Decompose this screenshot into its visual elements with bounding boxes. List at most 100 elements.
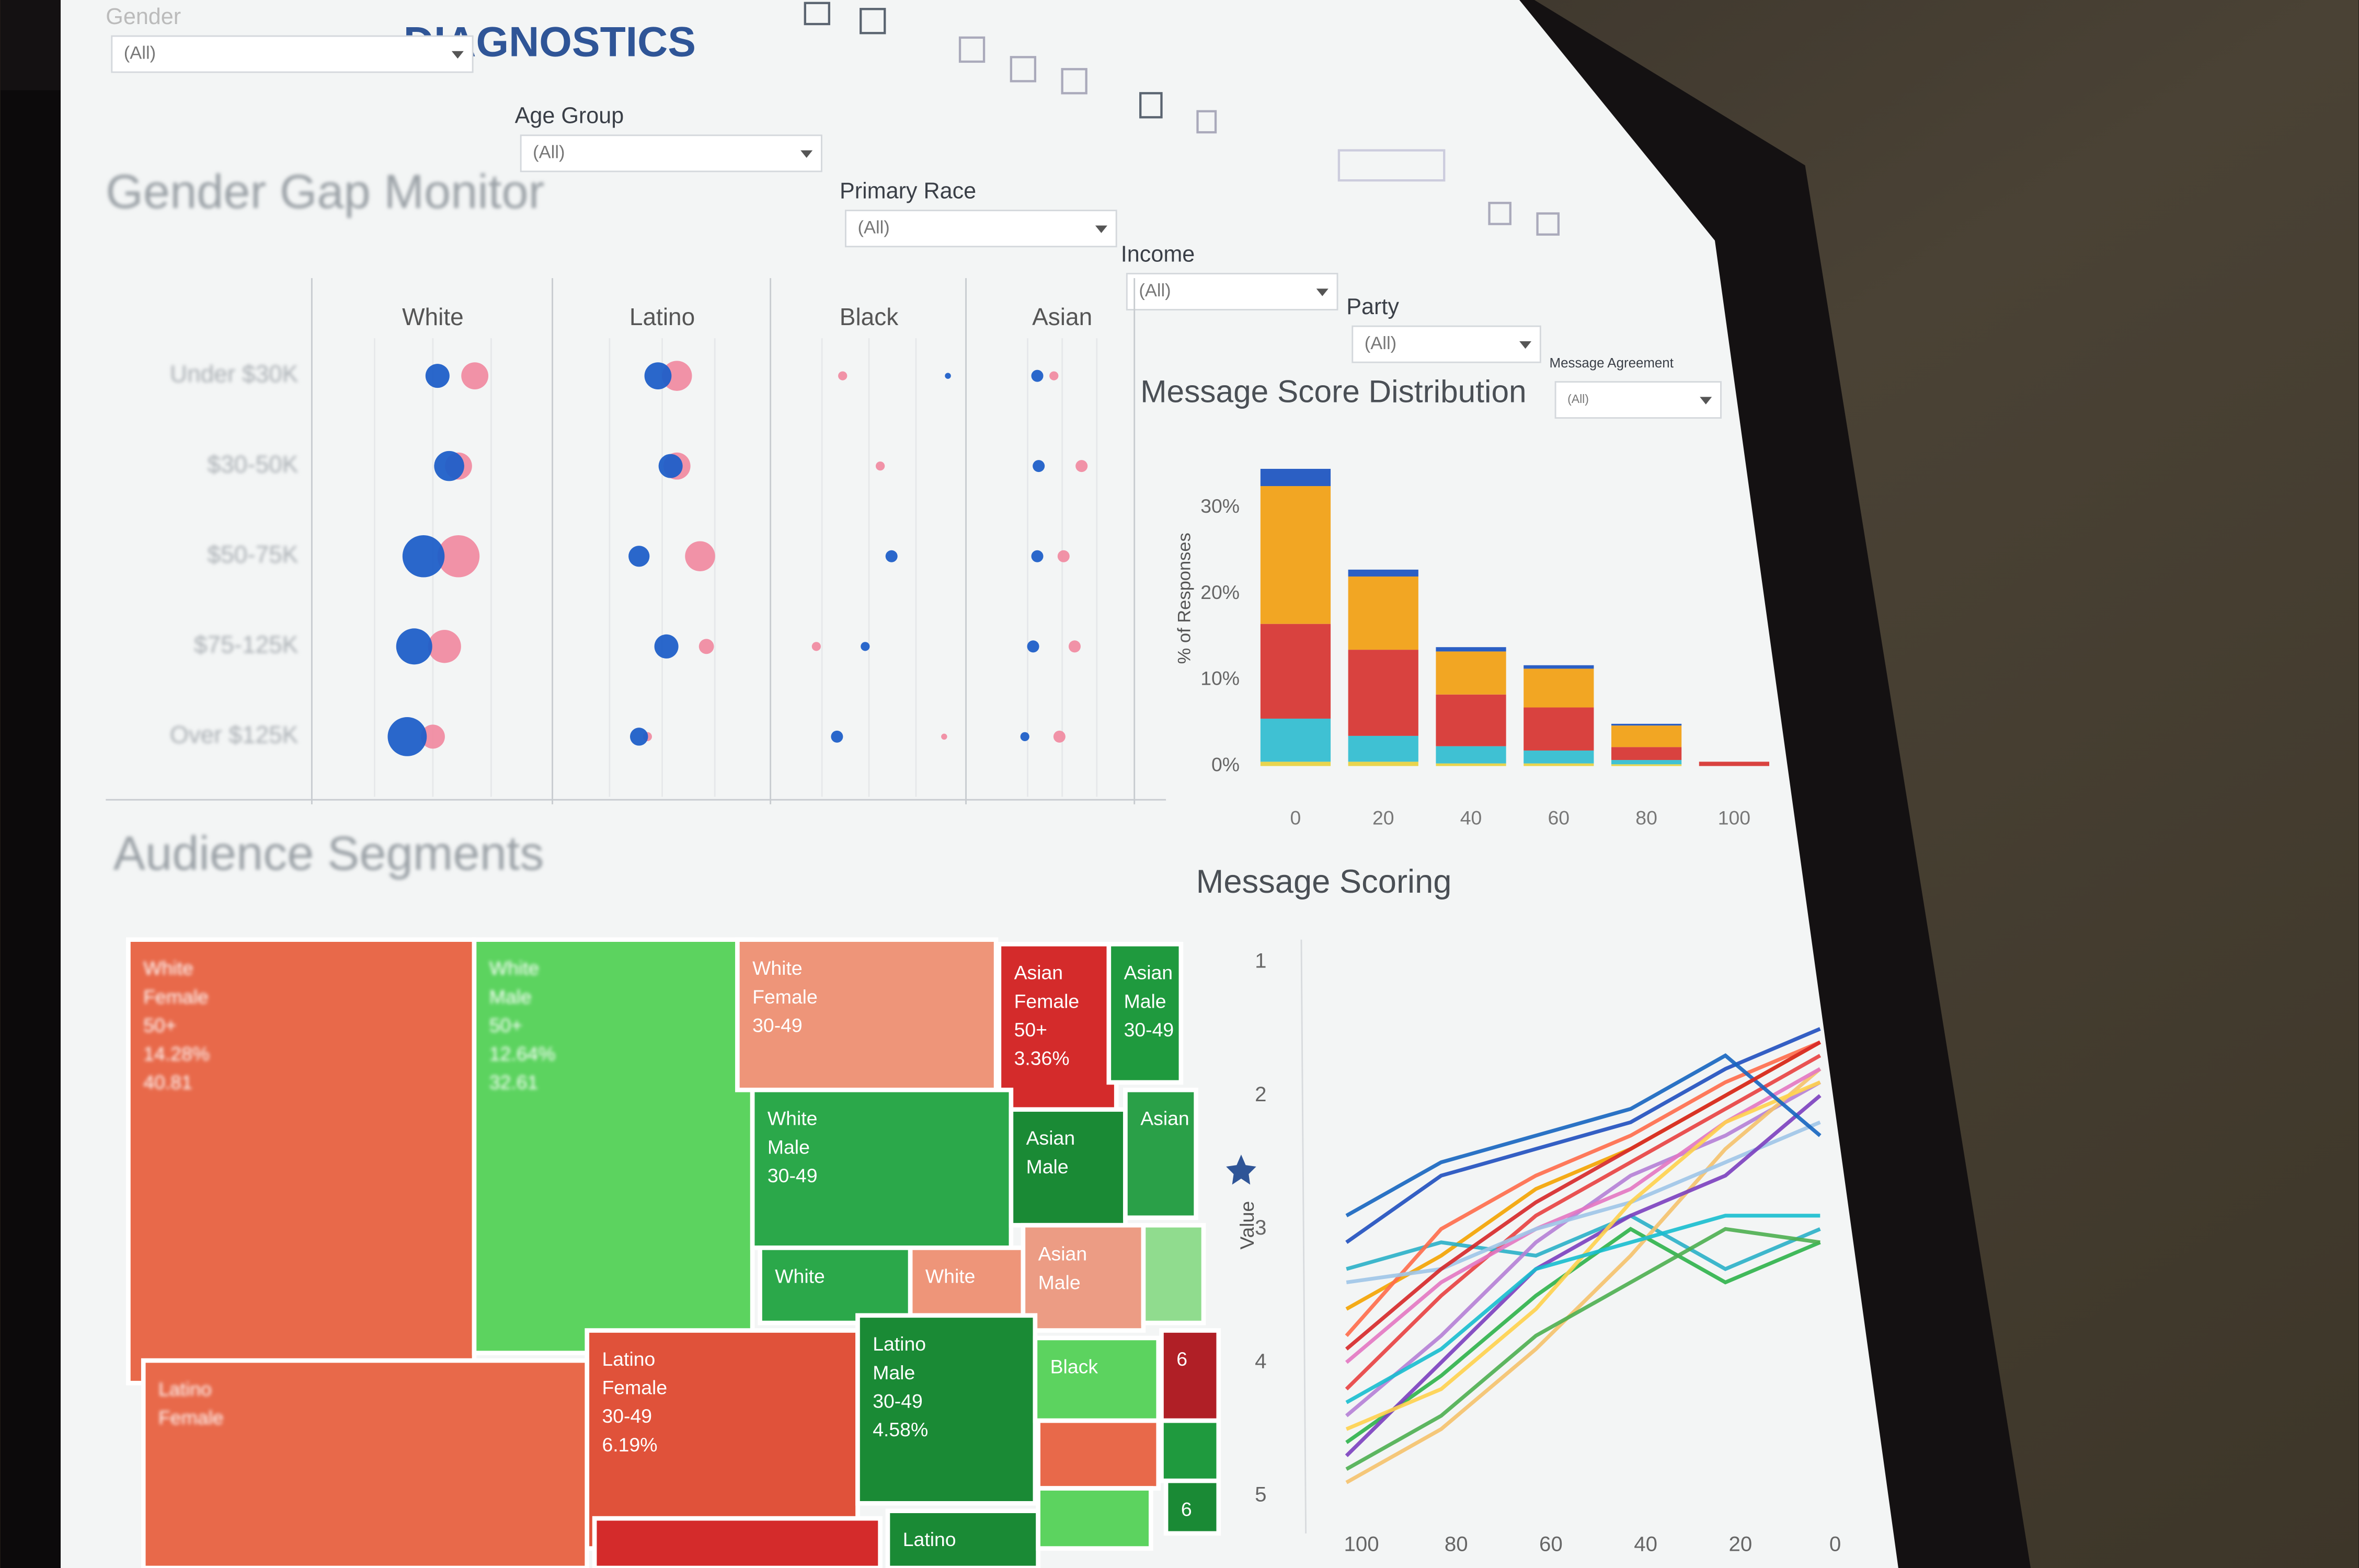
filter[interactable]: Gender (All) (106, 4, 474, 73)
column-header: Black (840, 303, 899, 330)
treemap-tile (1021, 1223, 1146, 1333)
line-series (1345, 1040, 1822, 1351)
dot (661, 361, 692, 391)
tile-label: Asian (1124, 962, 1173, 984)
x-tick-label: 80 (1635, 806, 1657, 828)
toolbar-icon (958, 36, 986, 63)
dot (1027, 640, 1039, 653)
column-header: White (402, 303, 464, 330)
filter[interactable]: Party (All) (1346, 294, 1541, 363)
line-series (1345, 1067, 1822, 1364)
dropdown-arrow (1316, 289, 1329, 296)
bar-segment (1260, 762, 1331, 766)
y-tick-label: 1 (1255, 949, 1266, 972)
dot (861, 642, 870, 651)
filter[interactable]: Primary Race (All) (840, 179, 1117, 248)
tile-label: 14.28% (143, 1043, 210, 1065)
bar-segment (1348, 577, 1418, 650)
x-tick-label: 20 (1372, 806, 1394, 828)
treemap-tile (141, 1358, 590, 1568)
line-series (1345, 1227, 1821, 1444)
bar-segment (1524, 665, 1594, 669)
toolbar-icon (1536, 212, 1560, 236)
x-tick-label: 0 (1290, 806, 1301, 828)
tile-label: 6 (1176, 1348, 1187, 1370)
treemap-tile (735, 937, 999, 1092)
tile-label: Asian (1014, 962, 1063, 984)
dropdown-arrow (1095, 225, 1107, 233)
tile-label: 50+ (143, 1014, 176, 1036)
tile-label: Female (602, 1377, 667, 1399)
tile-label: 6.19% (602, 1434, 657, 1456)
y-tick-label: 0% (1211, 753, 1240, 775)
chart-title: Audience Segments (113, 826, 544, 880)
bar-segment (1348, 735, 1418, 762)
dot (654, 634, 679, 659)
dot (885, 550, 898, 562)
bezel-left (0, 90, 61, 1568)
x-tick-label: 60 (1539, 1532, 1563, 1555)
tile-label: White (752, 957, 803, 979)
line-series (1345, 1214, 1820, 1404)
dot (1031, 370, 1044, 382)
bar-segment (1524, 668, 1594, 708)
toolbar (804, 2, 1560, 236)
dot (461, 362, 489, 389)
dot (658, 454, 683, 478)
toolbar-icon (1061, 68, 1087, 95)
bar-segment (1260, 486, 1331, 624)
toolbar-icon (1010, 56, 1037, 83)
bar-segment (1348, 569, 1418, 577)
tile-label: 3.36% (1014, 1047, 1070, 1069)
bar-segment (1524, 707, 1594, 751)
toolbar-icon (804, 2, 830, 26)
line-series (1345, 1054, 1822, 1391)
dot (1057, 550, 1070, 562)
bar-segment (1348, 650, 1418, 736)
y-tick-label: 5 (1255, 1483, 1266, 1506)
tile-label: 32.61 (489, 1071, 539, 1093)
tile-label: Male (768, 1136, 810, 1158)
dot (629, 728, 648, 746)
x-tick-label: 100 (1718, 806, 1750, 828)
tile-label: 30-49 (1124, 1019, 1174, 1041)
tile-label: 30-49 (873, 1390, 923, 1412)
x-tick-label: 40 (1634, 1532, 1657, 1555)
treemap-tile (1123, 1088, 1198, 1220)
tile-label: 50+ (489, 1014, 522, 1036)
dot (831, 730, 843, 743)
treemap-tile (1106, 942, 1184, 1085)
toolbar-icon (1139, 92, 1163, 119)
tile-label: 40.81 (143, 1071, 192, 1093)
filter-value: (All) (1139, 281, 1171, 301)
column-header: Latino (629, 303, 695, 330)
tile-label: Female (143, 986, 209, 1008)
dropdown-arrow (451, 51, 464, 59)
filter-label: Message Agreement (1550, 356, 1674, 371)
line-series (1345, 1227, 1820, 1471)
y-axis (1300, 939, 1307, 1534)
dot (1068, 640, 1081, 653)
filter[interactable]: Age Group (All) (515, 103, 822, 172)
toolbar-search (1337, 149, 1446, 182)
filter[interactable]: Income (All) (1121, 241, 1338, 310)
treemap-tile (750, 1088, 1014, 1250)
row-label: Under $30K (170, 360, 299, 387)
line-series (1346, 1120, 1821, 1285)
treemap-tile (758, 1246, 913, 1325)
tile-label: White (925, 1265, 976, 1287)
x-tick-label: 80 (1445, 1532, 1468, 1555)
dot (437, 535, 480, 578)
bar-segment (1436, 746, 1506, 764)
dropdown-arrow (1519, 341, 1532, 349)
filter-dropdown (1554, 381, 1722, 419)
filter-dropdown (845, 210, 1117, 248)
filter-label: Age Group (515, 103, 624, 129)
tile-label: Female (158, 1406, 224, 1428)
dot (875, 462, 885, 471)
filter-label: Primary Race (840, 179, 976, 204)
dot (1033, 460, 1045, 472)
x-tick-label: 0 (1829, 1532, 1841, 1555)
filter[interactable]: Message Agreement (All) (1550, 356, 1722, 419)
